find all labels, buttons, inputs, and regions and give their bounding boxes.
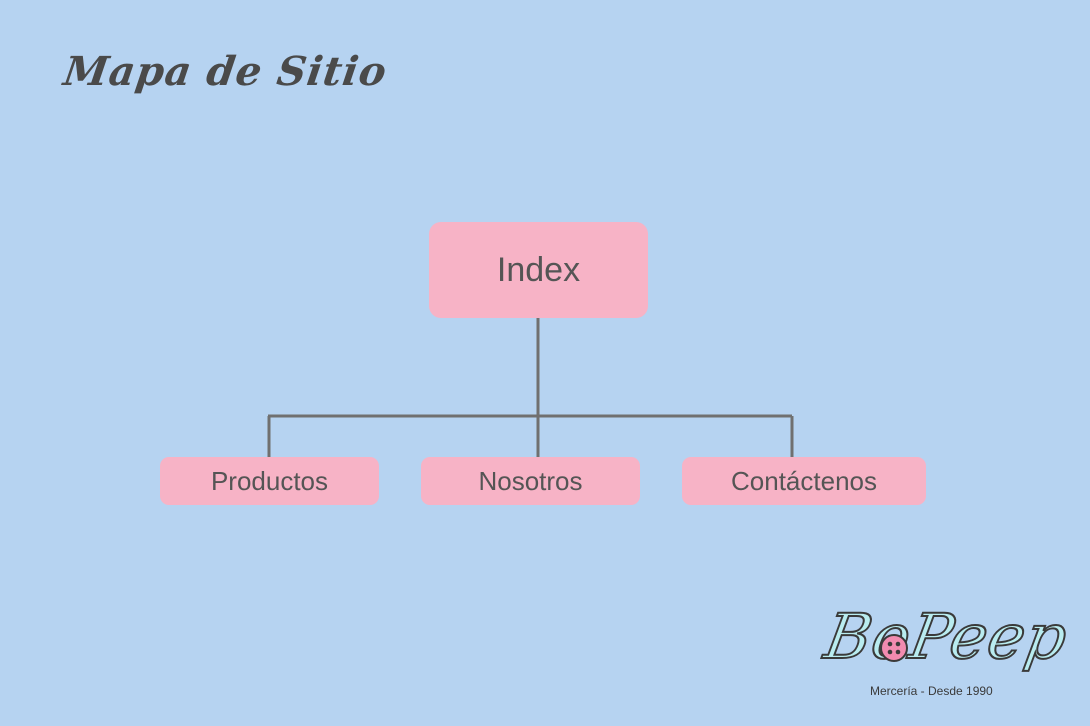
node-index: Index xyxy=(429,222,648,318)
sewing-button-icon xyxy=(880,634,908,662)
bopeep-logo: BoPeep Mercería - Desde 1990 xyxy=(819,599,1075,706)
node-nosotros: Nosotros xyxy=(421,457,640,505)
logo-wordmark: BoPeep xyxy=(819,599,1075,674)
logo-tagline: Mercería - Desde 1990 xyxy=(870,684,993,698)
node-productos: Productos xyxy=(160,457,379,505)
node-contactenos: Contáctenos xyxy=(682,457,926,505)
